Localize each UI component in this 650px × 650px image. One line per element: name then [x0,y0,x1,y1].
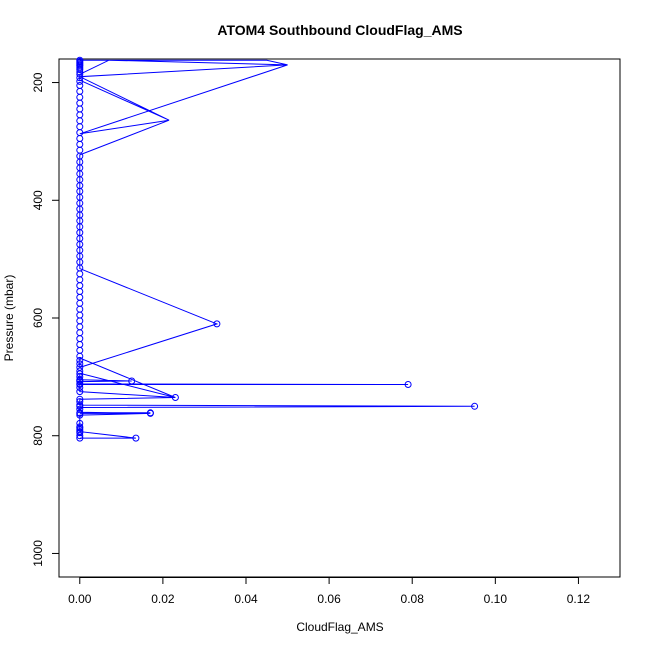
data-point [76,111,84,119]
data-point [171,394,179,401]
x-tick-label: 0.00 [68,592,92,606]
data-point [76,323,84,331]
x-tick-label: 0.08 [401,592,425,606]
data-point [146,409,154,417]
plot-frame [58,58,621,578]
y-axis: 200 400 600 800 1000 [31,72,59,567]
data-point [76,388,84,396]
data-point [76,317,84,325]
data-point [76,93,84,101]
data-point [76,87,84,95]
y-tick-label: 1000 [31,540,45,567]
data-point [76,380,84,388]
data-point [76,146,84,154]
data-point [76,140,84,148]
data-point [76,395,84,403]
chart-title: ATOM4 Southbound CloudFlag_AMS [217,22,462,38]
series-line [77,59,475,439]
data-point [76,311,84,319]
data-point [213,320,221,328]
data-point [76,82,84,89]
data-point [76,363,84,371]
y-tick-label: 200 [31,72,45,92]
data-point [76,360,84,368]
data-point [76,428,84,436]
x-axis-label: CloudFlag_AMS [296,620,383,634]
data-point [76,123,84,131]
data-point [128,377,136,385]
y-tick-label: 400 [31,190,45,210]
data-point [76,356,84,364]
y-tick-label: 600 [31,308,45,328]
data-point [76,419,84,427]
data-point [76,276,84,284]
x-tick-label: 0.12 [567,592,591,606]
data-point [76,405,84,413]
data-point [76,77,84,85]
data-point [76,117,84,125]
data-point [76,105,84,113]
data-point [132,434,140,442]
data-point [76,424,84,432]
data-point [76,282,84,290]
data-point [404,381,412,388]
data-point [76,341,84,348]
x-tick-label: 0.04 [234,592,258,606]
data-point [76,99,84,107]
x-tick-label: 0.06 [317,592,341,606]
data-point [76,288,84,295]
data-point [76,398,84,406]
data-point [471,402,479,410]
x-tick-label: 0.10 [484,592,508,606]
y-tick-label: 800 [31,425,45,445]
data-point [76,299,84,307]
y-axis-label: Pressure (mbar) [2,275,16,362]
data-point [76,335,84,343]
data-point [76,293,84,301]
data-point [76,56,84,64]
data-point [76,305,84,313]
data-point [76,409,84,417]
data-point [76,329,84,337]
data-point [76,135,84,142]
x-tick-label: 0.02 [151,592,175,606]
data-point [76,367,84,375]
x-axis: 0.00 0.02 0.04 0.06 0.08 0.10 0.12 [68,577,590,606]
data-point [76,270,84,278]
data-point [76,346,84,354]
series-layer [76,56,479,442]
